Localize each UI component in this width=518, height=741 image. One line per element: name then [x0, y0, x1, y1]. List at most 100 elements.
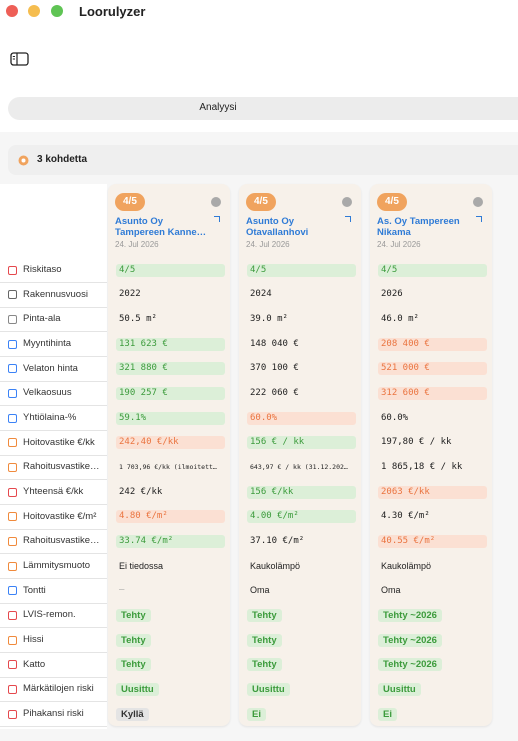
zoom-button[interactable] [51, 5, 63, 17]
remove-button[interactable] [473, 197, 483, 207]
row-icon [8, 290, 17, 300]
cell-value: 37.10 €/m² [250, 535, 305, 546]
row-label: Hoitovastike €/kk [23, 436, 95, 448]
property-date: 24. Jul 2026 [115, 240, 159, 249]
row-icon [8, 364, 17, 374]
cell-value: Tehty [116, 608, 151, 622]
row-separator [0, 356, 107, 357]
open-link-icon[interactable] [345, 216, 351, 222]
cell-value: 50.5 m² [119, 313, 157, 324]
cell-value: 643,97 € / kk (31.12.202… [250, 462, 348, 471]
property-name[interactable]: Asunto Oy Tampereen Kanne… [115, 216, 207, 238]
row-icon [8, 660, 17, 670]
cell-value: 1 703,96 €/kk (ilmoitett… [119, 462, 217, 471]
row-icon [8, 413, 17, 423]
cell-value: Tehty ~2026 [378, 658, 442, 672]
property-date: 24. Jul 2026 [246, 240, 290, 249]
cell-value: 521 000 € [378, 362, 487, 376]
row-separator [0, 454, 107, 456]
cell-value: Oma [381, 585, 401, 596]
cell-value: Ei [247, 707, 266, 721]
tab[interactable]: Analyysi [199, 102, 237, 113]
remove-button[interactable] [211, 197, 221, 207]
property-name[interactable]: Asunto Oy Otavallanhovi [246, 216, 309, 238]
row-separator [0, 627, 107, 629]
row-label: Tontti [23, 584, 46, 596]
cell-value: 321 880 € [116, 362, 225, 376]
cell-value: Kyllä [116, 707, 149, 721]
row-separator [0, 701, 107, 703]
sidebar-toggle[interactable] [10, 52, 30, 67]
cell-value: 312 600 € [378, 386, 487, 400]
cell-value: Tehty ~2026 [378, 633, 442, 647]
row-label: Pinta-ala [23, 313, 61, 325]
open-link-icon[interactable] [476, 216, 482, 222]
row-separator [0, 331, 107, 333]
cell-value: Oma [250, 585, 270, 596]
cell-value: Ei [378, 707, 397, 721]
row-icon [8, 462, 17, 472]
cell-value: Tehty ~2026 [378, 608, 442, 622]
row-label: Velkaosuus [23, 387, 72, 399]
cell-value: 4/5 [247, 263, 356, 277]
score-badge: 4/5 [377, 193, 407, 211]
cell-value: 4.80 €/m² [116, 510, 225, 524]
property-name[interactable]: As. Oy Tampereen Nikama [377, 216, 460, 238]
cell-value: 60.0% [381, 412, 409, 423]
cell-value: 1 865,18 € / kk [381, 461, 463, 472]
score-badge: 4/5 [115, 193, 145, 211]
row-icon [8, 487, 17, 497]
remove-button[interactable] [342, 197, 352, 207]
cell-value: 197,80 € / kk [381, 437, 452, 448]
cell-value: Uusittu [116, 682, 159, 696]
row-icon [8, 438, 17, 448]
summary-icon [18, 155, 29, 166]
cell-value: – [119, 585, 125, 596]
row-separator [0, 430, 107, 432]
cell-value: 148 040 € [250, 338, 299, 349]
row-separator [0, 528, 107, 530]
row-separator [0, 504, 107, 506]
row-label: Katto [23, 658, 46, 670]
cell-value: Kaukolämpö [250, 560, 301, 571]
row-separator [0, 380, 107, 382]
row-label: LVIS-remon. [23, 609, 76, 621]
tab-bar [8, 97, 518, 120]
row-icon [8, 512, 17, 522]
cell-value: Tehty [247, 633, 282, 647]
row-label: Lämmitysmuoto [23, 560, 91, 572]
cell-value: 156 € / kk [247, 436, 356, 450]
cell-value: 4/5 [378, 263, 487, 277]
row-label: Velaton hinta [23, 362, 78, 374]
row-label: Märkätilojen riski [23, 683, 94, 695]
score-badge: 4/5 [246, 193, 276, 211]
property-date: 24. Jul 2026 [377, 240, 421, 249]
cell-value: 190 257 € [116, 386, 225, 400]
row-icon [8, 536, 17, 546]
cell-value: Ei tiedossa [119, 560, 164, 571]
row-icon [8, 586, 17, 596]
row-label: Myyntihinta [23, 338, 72, 349]
cell-value: 370 100 € [250, 363, 299, 374]
open-link-icon[interactable] [214, 216, 220, 222]
minimize-button[interactable] [28, 5, 40, 17]
cell-value: 39.0 m² [250, 313, 288, 324]
cell-value: 60.0% [247, 411, 356, 425]
close-button[interactable] [6, 5, 18, 17]
cell-value: 2063 €/kk [378, 485, 487, 499]
cell-value: 156 €/kk [247, 485, 356, 499]
row-icon [8, 314, 17, 324]
cell-value: Tehty [247, 608, 282, 622]
row-separator [0, 479, 107, 481]
cell-value: 242 €/kk [119, 486, 163, 497]
cell-value: 2024 [250, 289, 272, 300]
row-label: Yhtiölaina-% [23, 412, 77, 424]
window-title: Loorulyzer [79, 4, 146, 19]
row-icon [8, 388, 17, 398]
cell-value: 222 060 € [250, 387, 299, 398]
row-label: Yhteensä €/kk [23, 486, 84, 498]
summary-count: 3 kohdetta [37, 154, 88, 165]
row-label: Pihakansi riski [23, 708, 84, 720]
cell-value: Tehty [116, 633, 151, 647]
